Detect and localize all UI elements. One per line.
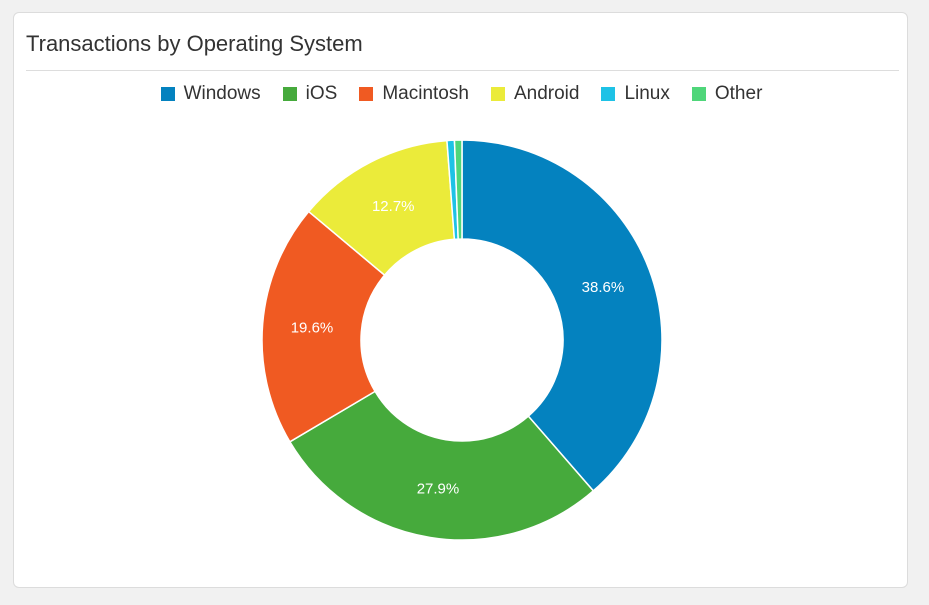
slice-other[interactable] <box>453 139 463 240</box>
slice-windows[interactable] <box>461 139 663 492</box>
legend-label-linux: Linux <box>624 83 670 104</box>
legend-label-other: Other <box>714 83 763 104</box>
chart-title: Transactions by Operating System <box>26 31 363 56</box>
legend-swatch-macintosh <box>359 87 374 101</box>
legend-item-windows[interactable]: Windows <box>160 83 261 105</box>
legend-label-macintosh: Macintosh <box>382 83 469 104</box>
legend-item-macintosh[interactable]: Macintosh <box>359 83 469 105</box>
slice-label-macintosh: 19.6% <box>291 320 334 337</box>
legend-item-android[interactable]: Android <box>490 83 580 105</box>
slice-label-windows: 38.6% <box>582 279 625 296</box>
legend-swatch-linux <box>601 87 616 101</box>
legend-item-ios[interactable]: iOS <box>282 83 338 105</box>
legend-label-windows: Windows <box>183 83 261 104</box>
slice-ios[interactable] <box>288 390 595 541</box>
slice-macintosh[interactable] <box>261 210 386 443</box>
legend-swatch-windows <box>160 87 175 101</box>
chart-card: Transactions by Operating System Windows… <box>13 12 908 588</box>
legend-swatch-ios <box>282 87 297 101</box>
legend-label-android: Android <box>513 83 580 104</box>
donut-chart: 38.6% 27.9% 19.6% 12.7% <box>261 139 663 541</box>
title-divider <box>26 70 899 71</box>
slice-label-ios: 27.9% <box>417 481 460 498</box>
legend-item-linux[interactable]: Linux <box>601 83 670 105</box>
legend-label-ios: iOS <box>305 83 338 104</box>
chart-legend: Windows iOS Macintosh Android Linux Othe… <box>14 81 909 107</box>
legend-item-other[interactable]: Other <box>691 83 763 105</box>
legend-swatch-android <box>490 87 505 101</box>
legend-swatch-other <box>691 87 706 101</box>
slice-label-android: 12.7% <box>372 198 415 215</box>
